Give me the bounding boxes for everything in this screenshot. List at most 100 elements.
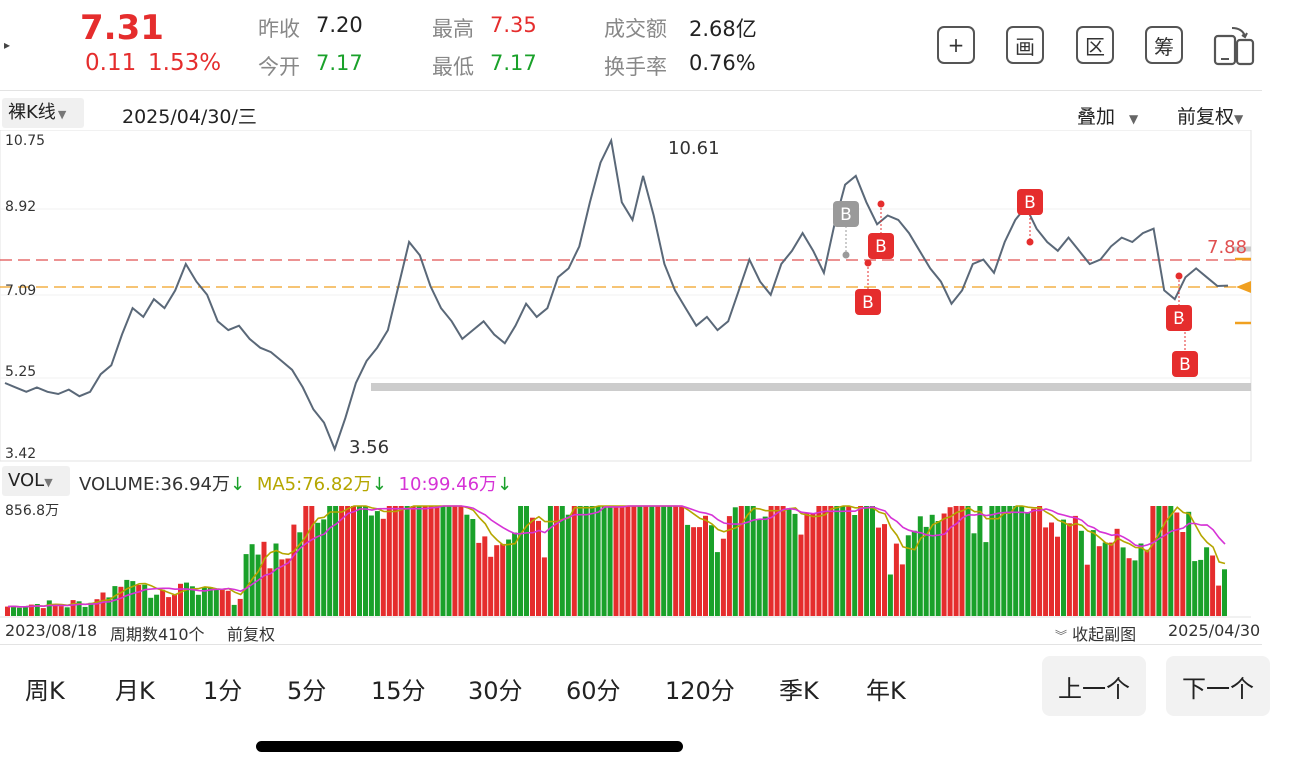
resistance-annotation: 7.88	[1207, 237, 1247, 258]
volume-bar	[440, 506, 446, 616]
volume-bar	[279, 559, 285, 616]
volume-bar	[625, 506, 631, 616]
collapse-subchart-button[interactable]: ︾ 收起副图	[1055, 621, 1136, 645]
chips-button[interactable]: 筹	[1145, 26, 1183, 64]
volume-bar	[876, 527, 881, 616]
volume-mode-dropdown[interactable]: VOL▼	[2, 466, 70, 496]
volume-bar	[339, 506, 345, 616]
prev-stock-button[interactable]: 上一个	[1042, 656, 1146, 716]
volume-bar	[989, 506, 995, 616]
volume-bar	[189, 586, 195, 616]
tab-120min[interactable]: 120分	[665, 677, 735, 705]
range-button[interactable]: 区	[1076, 26, 1114, 64]
volume-bar	[553, 506, 559, 616]
volume-bar	[565, 514, 571, 616]
volume-bar	[1114, 528, 1120, 616]
high-value: 7.35	[490, 13, 537, 37]
tab-60min[interactable]: 60分	[566, 677, 621, 705]
volume-bar	[774, 506, 780, 616]
tab-quarterly[interactable]: 季K	[779, 677, 819, 705]
volume-bar	[142, 584, 148, 616]
volume-bar	[732, 507, 738, 616]
turnover-label: 换手率	[604, 55, 667, 79]
tab-monthly[interactable]: 月K	[115, 677, 155, 705]
buy-marker-label: B	[1173, 309, 1185, 329]
volume-bar	[243, 554, 249, 616]
tab-1min[interactable]: 1分	[203, 677, 243, 705]
tab-yearly[interactable]: 年K	[866, 677, 906, 705]
volume-bar	[1144, 549, 1150, 616]
volume-bar	[631, 506, 637, 616]
tab-15min[interactable]: 15分	[371, 677, 426, 705]
plus-icon: +	[947, 33, 965, 57]
volume-bar	[1120, 547, 1126, 616]
volume-max-label: 856.8万	[5, 503, 60, 519]
buy-marker[interactable]	[855, 289, 881, 315]
open-value: 7.17	[316, 51, 363, 75]
volume-bar	[780, 506, 786, 616]
volume-bar	[434, 506, 440, 616]
volume-bar	[452, 506, 458, 616]
buy-marker[interactable]	[1172, 351, 1198, 377]
price-change-pct: 1.53%	[148, 50, 222, 76]
volume-bar	[667, 506, 673, 616]
volume-bar	[804, 512, 810, 616]
volume-bar	[500, 543, 506, 616]
price-chart[interactable]: B B B B B B 10.61 3.56 7.88	[0, 130, 1262, 462]
chevron-down-icon: ▼	[1129, 112, 1139, 126]
footer-adjust: 前复权	[227, 625, 276, 644]
side-expand-icon[interactable]: ▸	[4, 38, 11, 52]
ma10-label: 10:	[398, 474, 428, 495]
chart-mode-dropdown[interactable]: 裸K线 ▼	[2, 98, 84, 128]
volume-bar	[225, 590, 231, 616]
volume-bar	[1061, 519, 1066, 616]
tab-weekly[interactable]: 周K	[25, 677, 65, 705]
chart-bottom-divider	[0, 644, 1262, 645]
volume-bar	[643, 506, 649, 616]
volume-bar	[756, 519, 762, 616]
volume-value: 36.94万	[160, 474, 230, 495]
adjust-dropdown[interactable]: 前复权▼	[1177, 102, 1243, 129]
volume-bar	[744, 506, 750, 616]
volume-bar	[512, 532, 518, 616]
prev-close-value: 7.20	[316, 13, 363, 37]
tab-30min[interactable]: 30分	[468, 677, 523, 705]
volume-bar	[255, 554, 261, 616]
volume-bar	[601, 506, 607, 616]
volume-bar	[11, 605, 16, 616]
volume-bar	[166, 597, 172, 616]
ma10-value: 99.46万	[427, 474, 498, 495]
rotate-screen-icon[interactable]	[1212, 24, 1256, 68]
overlay-dropdown[interactable]: 叠加 ▼	[1077, 102, 1138, 129]
volume-bar	[70, 600, 76, 616]
volume-bar	[983, 542, 989, 616]
draw-button[interactable]: 画	[1006, 26, 1044, 64]
tab-5min[interactable]: 5分	[287, 677, 327, 705]
volume-chart[interactable]	[0, 496, 1262, 618]
buy-marker-label: B	[1179, 355, 1191, 375]
volume-bar	[583, 506, 589, 616]
low-label: 最低	[432, 55, 474, 79]
chart-mode-label: 裸K线	[8, 102, 56, 123]
home-indicator[interactable]	[256, 741, 683, 752]
buy-marker[interactable]	[868, 233, 894, 259]
volume-bar	[345, 506, 351, 616]
volume-bar	[357, 506, 362, 616]
volume-bar	[1162, 506, 1168, 616]
volume-bar	[1204, 547, 1210, 616]
volume-bar	[1174, 512, 1180, 616]
buy-marker-dot	[1175, 272, 1183, 280]
volume-bar	[929, 514, 935, 616]
volume-bar	[398, 506, 404, 616]
volume-bar	[1186, 511, 1192, 616]
volume-bar	[321, 519, 327, 616]
volume-bar	[977, 506, 983, 616]
volume-bar	[1037, 506, 1043, 616]
next-stock-button[interactable]: 下一个	[1166, 656, 1270, 716]
adjust-label: 前复权	[1177, 106, 1235, 128]
volume-bar	[577, 506, 583, 616]
buy-marker[interactable]	[833, 201, 859, 227]
volume-bar	[422, 506, 428, 616]
buy-marker[interactable]	[1017, 189, 1043, 215]
add-watchlist-button[interactable]: +	[937, 26, 975, 64]
